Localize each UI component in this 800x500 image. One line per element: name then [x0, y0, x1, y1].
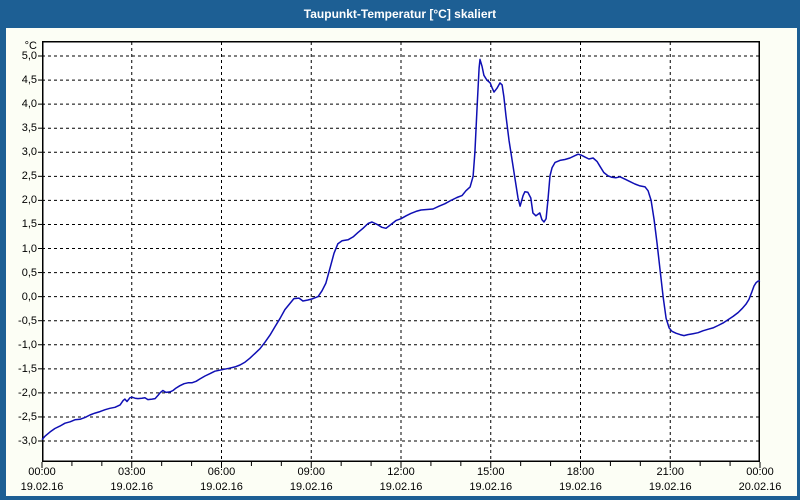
- y-tick-label: -1,5: [18, 362, 37, 375]
- y-tick-label: 1,5: [21, 218, 37, 231]
- x-tick-time: 06:00: [207, 466, 236, 478]
- series-line: [41, 58, 761, 441]
- x-tick-time: 21:00: [656, 466, 685, 478]
- x-tick-date: 19.02.16: [469, 481, 513, 493]
- y-tick-label: 2,0: [21, 194, 37, 207]
- x-tick-time: 15:00: [476, 466, 505, 478]
- x-tick-label: 00:00 20.02.16: [725, 466, 795, 494]
- x-tick-date: 19.02.16: [20, 481, 64, 493]
- y-tick-label: 4,0: [21, 98, 37, 111]
- x-tick-date: 19.02.16: [648, 481, 692, 493]
- window-title: Taupunkt-Temperatur [°C] skaliert: [303, 7, 497, 21]
- title-bar: Taupunkt-Temperatur [°C] skaliert: [0, 0, 800, 28]
- x-tick-label: 00:00 19.02.16: [7, 466, 77, 494]
- y-tick-label: 5,0: [21, 50, 37, 62]
- x-tick-date: 19.02.16: [559, 481, 602, 493]
- y-tick-label: 3,0: [21, 146, 37, 159]
- window-border-bottom: [0, 496, 800, 500]
- y-tick-label: -3,0: [18, 435, 37, 447]
- y-tick-label: 4,5: [21, 74, 37, 87]
- x-tick-label: 21:00 19.02.16: [635, 466, 705, 494]
- chart-canvas: [38, 41, 761, 468]
- x-tick-label: 12:00 19.02.16: [366, 466, 436, 494]
- y-tick-label: 2,5: [21, 170, 37, 183]
- x-tick-date: 19.02.16: [379, 481, 423, 493]
- y-tick-label: 0,0: [21, 290, 37, 303]
- x-tick-date: 19.02.16: [289, 481, 333, 493]
- x-tick-label: 09:00 19.02.16: [276, 466, 346, 494]
- x-tick-date: 19.02.16: [200, 481, 243, 493]
- window-border-left: [0, 28, 6, 500]
- x-tick-label: 18:00 19.02.16: [546, 466, 616, 494]
- y-tick-label: 3,5: [21, 122, 37, 135]
- plot-border: [42, 41, 760, 462]
- window-border-right: [797, 28, 800, 500]
- x-tick-time: 18:00: [566, 466, 595, 478]
- y-tick-label: -0,5: [18, 314, 37, 327]
- y-tick-label: -1,0: [18, 338, 37, 351]
- y-tick-label: 0,5: [21, 266, 37, 279]
- x-tick-time: 12:00: [387, 466, 415, 478]
- x-tick-time: 00:00: [28, 466, 56, 478]
- x-tick-label: 03:00 19.02.16: [97, 466, 167, 494]
- x-tick-time: 00:00: [746, 466, 774, 478]
- x-tick-date: 20.02.16: [738, 481, 782, 493]
- x-tick-time: 03:00: [117, 466, 146, 478]
- x-tick-label: 15:00 19.02.16: [456, 466, 526, 494]
- y-tick-label: -2,5: [18, 410, 37, 423]
- x-tick-label: 06:00 19.02.16: [187, 466, 257, 494]
- x-tick-date: 19.02.16: [110, 481, 154, 493]
- x-tick-time: 09:00: [297, 466, 326, 478]
- y-tick-label: 1,0: [21, 242, 37, 255]
- y-axis-unit-label: °C: [24, 40, 37, 52]
- y-tick-label: -2,0: [18, 386, 37, 399]
